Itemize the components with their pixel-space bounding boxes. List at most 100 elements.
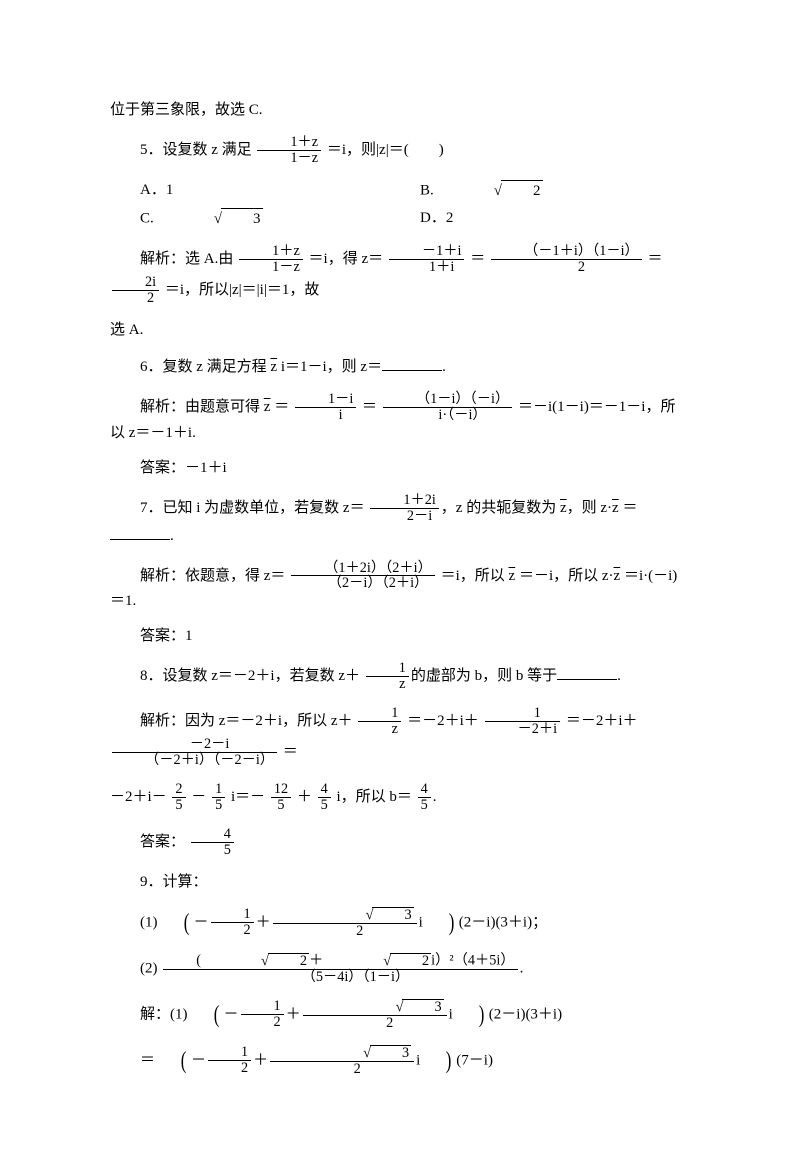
label: C. <box>140 210 154 226</box>
q9-solution-1: 解：(1)(－ 1 2 ＋ √3 2 i)(2－i)(3＋i) <box>110 999 683 1031</box>
text: －2＋i－ <box>110 789 167 805</box>
plus: ＋ <box>297 789 312 805</box>
numerator: （－1＋i）（1－i） <box>491 244 642 260</box>
label: (2) <box>140 960 158 976</box>
text: i <box>449 1006 453 1022</box>
q9-part2: (2) (√2＋√2i）²（4＋5i） （5－4i）（1－i） . <box>110 953 683 985</box>
fraction: √3 2 <box>273 907 417 939</box>
zbar: z <box>509 567 516 583</box>
denominator: 1－z <box>257 151 321 166</box>
numerator: 2 <box>172 782 185 798</box>
radicand: 3 <box>370 1045 411 1061</box>
text: (2－i)(3＋i) <box>489 1006 562 1022</box>
radicand: 3 <box>402 999 443 1015</box>
q9-stem: 9．计算： <box>110 872 683 893</box>
radicand: 2 <box>268 953 309 969</box>
numerator: √3 <box>303 999 447 1016</box>
text: i＝－ <box>231 789 265 805</box>
blank <box>382 355 442 371</box>
zbar: z <box>612 500 619 516</box>
text: i <box>419 914 423 930</box>
fraction: 2i 2 <box>112 275 159 306</box>
q9-part1: (1)(－ 1 2 ＋ √3 2 i)(2－i)(3＋i)； <box>110 907 683 939</box>
text: 解析：因为 z＝－2＋i，所以 z＋ <box>140 713 352 729</box>
label: 答案： <box>140 628 185 644</box>
value: 1 <box>185 628 193 644</box>
denominator: （2－i）（2＋i） <box>291 576 435 591</box>
fraction: 2 5 <box>172 782 185 813</box>
text: － <box>194 914 209 930</box>
text: － <box>224 1006 239 1022</box>
fraction: 1 2 <box>211 907 254 938</box>
numerator: －2－i <box>112 737 277 753</box>
fraction: 4 5 <box>191 827 234 858</box>
q9-solution-2: ＝(－ 1 2 ＋ √3 2 i)(7－i) <box>110 1045 683 1077</box>
lparen-icon: ( <box>192 1003 219 1027</box>
numerator: 1 <box>208 1045 251 1061</box>
fraction: －2－i （－2＋i）（－2－i） <box>112 737 277 768</box>
label: 解：(1) <box>140 1006 188 1022</box>
text: － <box>191 1052 206 1068</box>
numerator: 1 <box>212 782 225 798</box>
q6-stem: 6．复数 z 满足方程 z i＝1－i，则 z＝. <box>110 355 683 378</box>
text: ＝i，所以 <box>441 567 505 583</box>
text: ，则 z· <box>567 500 612 516</box>
numerator: 12 <box>271 782 291 798</box>
fraction: －1＋i 1＋i <box>389 244 465 275</box>
sqrt: √3 <box>154 208 263 230</box>
dot: . <box>433 789 437 805</box>
text: 解析：选 A.由 <box>140 251 233 267</box>
text: ＝－2＋i＋ <box>566 713 638 729</box>
text: (2－i)(3＋i)； <box>459 914 547 930</box>
blank <box>110 524 170 540</box>
denominator: 5 <box>212 798 225 813</box>
zbar: z <box>614 567 621 583</box>
text: ＝i，得 z＝ <box>309 251 384 267</box>
lparen-icon: ( <box>160 1049 187 1073</box>
denominator: 5 <box>318 798 331 813</box>
fraction: (√2＋√2i）²（4＋5i） （5－4i）（1－i） <box>163 953 517 985</box>
text: ＝i，则|z|＝( ) <box>327 142 444 158</box>
zbar: z <box>264 399 271 415</box>
fraction: 1 z <box>358 706 401 737</box>
radicand: 2 <box>501 180 543 202</box>
text: 8．设复数 z＝－2＋i，若复数 z＋ <box>140 668 360 684</box>
label: (1) <box>140 914 158 930</box>
text: i <box>416 1052 420 1068</box>
denominator: 5 <box>418 798 431 813</box>
q7-answer-line: 答案：1 <box>110 626 683 647</box>
text: ＋ <box>253 1052 268 1068</box>
text: ＝i，所以|z|＝|i|＝1，故 <box>165 282 320 298</box>
q8-answer-1: 解析：因为 z＝－2＋i，所以 z＋ 1 z ＝－2＋i＋ 1 －2＋i ＝－2… <box>110 706 683 768</box>
denominator: 2 <box>491 260 642 275</box>
denominator: 2 <box>112 291 159 306</box>
denominator: 2 <box>273 924 417 939</box>
choice-b: B.√2 <box>390 180 683 202</box>
text: ＝ <box>648 251 663 267</box>
text: i）²（4＋5i） <box>431 952 514 968</box>
blank <box>557 664 617 680</box>
fraction: 1＋z 1－z <box>239 244 303 275</box>
text: i＝1－i，则 z＝ <box>277 359 382 375</box>
numerator: 2i <box>112 275 159 291</box>
denominator: z <box>366 677 409 692</box>
fraction: 12 5 <box>271 782 291 813</box>
q7-stem: 7．已知 i 为虚数单位，若复数 z＝ 1＋2i 2－i ，z 的共轭复数为 z… <box>110 493 683 547</box>
dot: . <box>520 960 524 976</box>
numerator: 1 <box>358 706 401 722</box>
q5-stem: 5．设复数 z 满足 1＋z 1－z ＝i，则|z|＝( ) <box>110 135 683 166</box>
fraction: （－1＋i）（1－i） 2 <box>491 244 642 275</box>
choice-a: A．1 <box>110 180 390 202</box>
denominator: i <box>295 408 356 423</box>
q7-answer: 解析：依题意，得 z＝ （1＋2i）（2＋i） （2－i）（2＋i） ＝i，所以… <box>110 561 683 613</box>
denominator: 5 <box>271 798 291 813</box>
text: i，所以 b＝ <box>337 789 412 805</box>
numerator: 4 <box>418 782 431 798</box>
fraction: √3 2 <box>303 999 447 1031</box>
fraction: 1 z <box>366 661 409 692</box>
denominator: 5 <box>172 798 185 813</box>
label: 答案： <box>140 834 185 850</box>
lparen-icon: ( <box>162 911 189 935</box>
denominator: （5－4i）（1－i） <box>163 970 517 985</box>
denominator: z <box>358 722 401 737</box>
